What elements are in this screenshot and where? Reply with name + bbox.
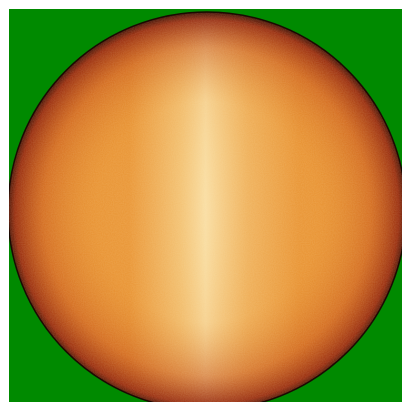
solar-image-frame bbox=[9, 9, 402, 402]
solar-disk bbox=[9, 12, 402, 402]
solar-disk-image bbox=[9, 9, 402, 402]
surface-grain bbox=[9, 12, 402, 402]
limb-edge bbox=[9, 11, 402, 402]
